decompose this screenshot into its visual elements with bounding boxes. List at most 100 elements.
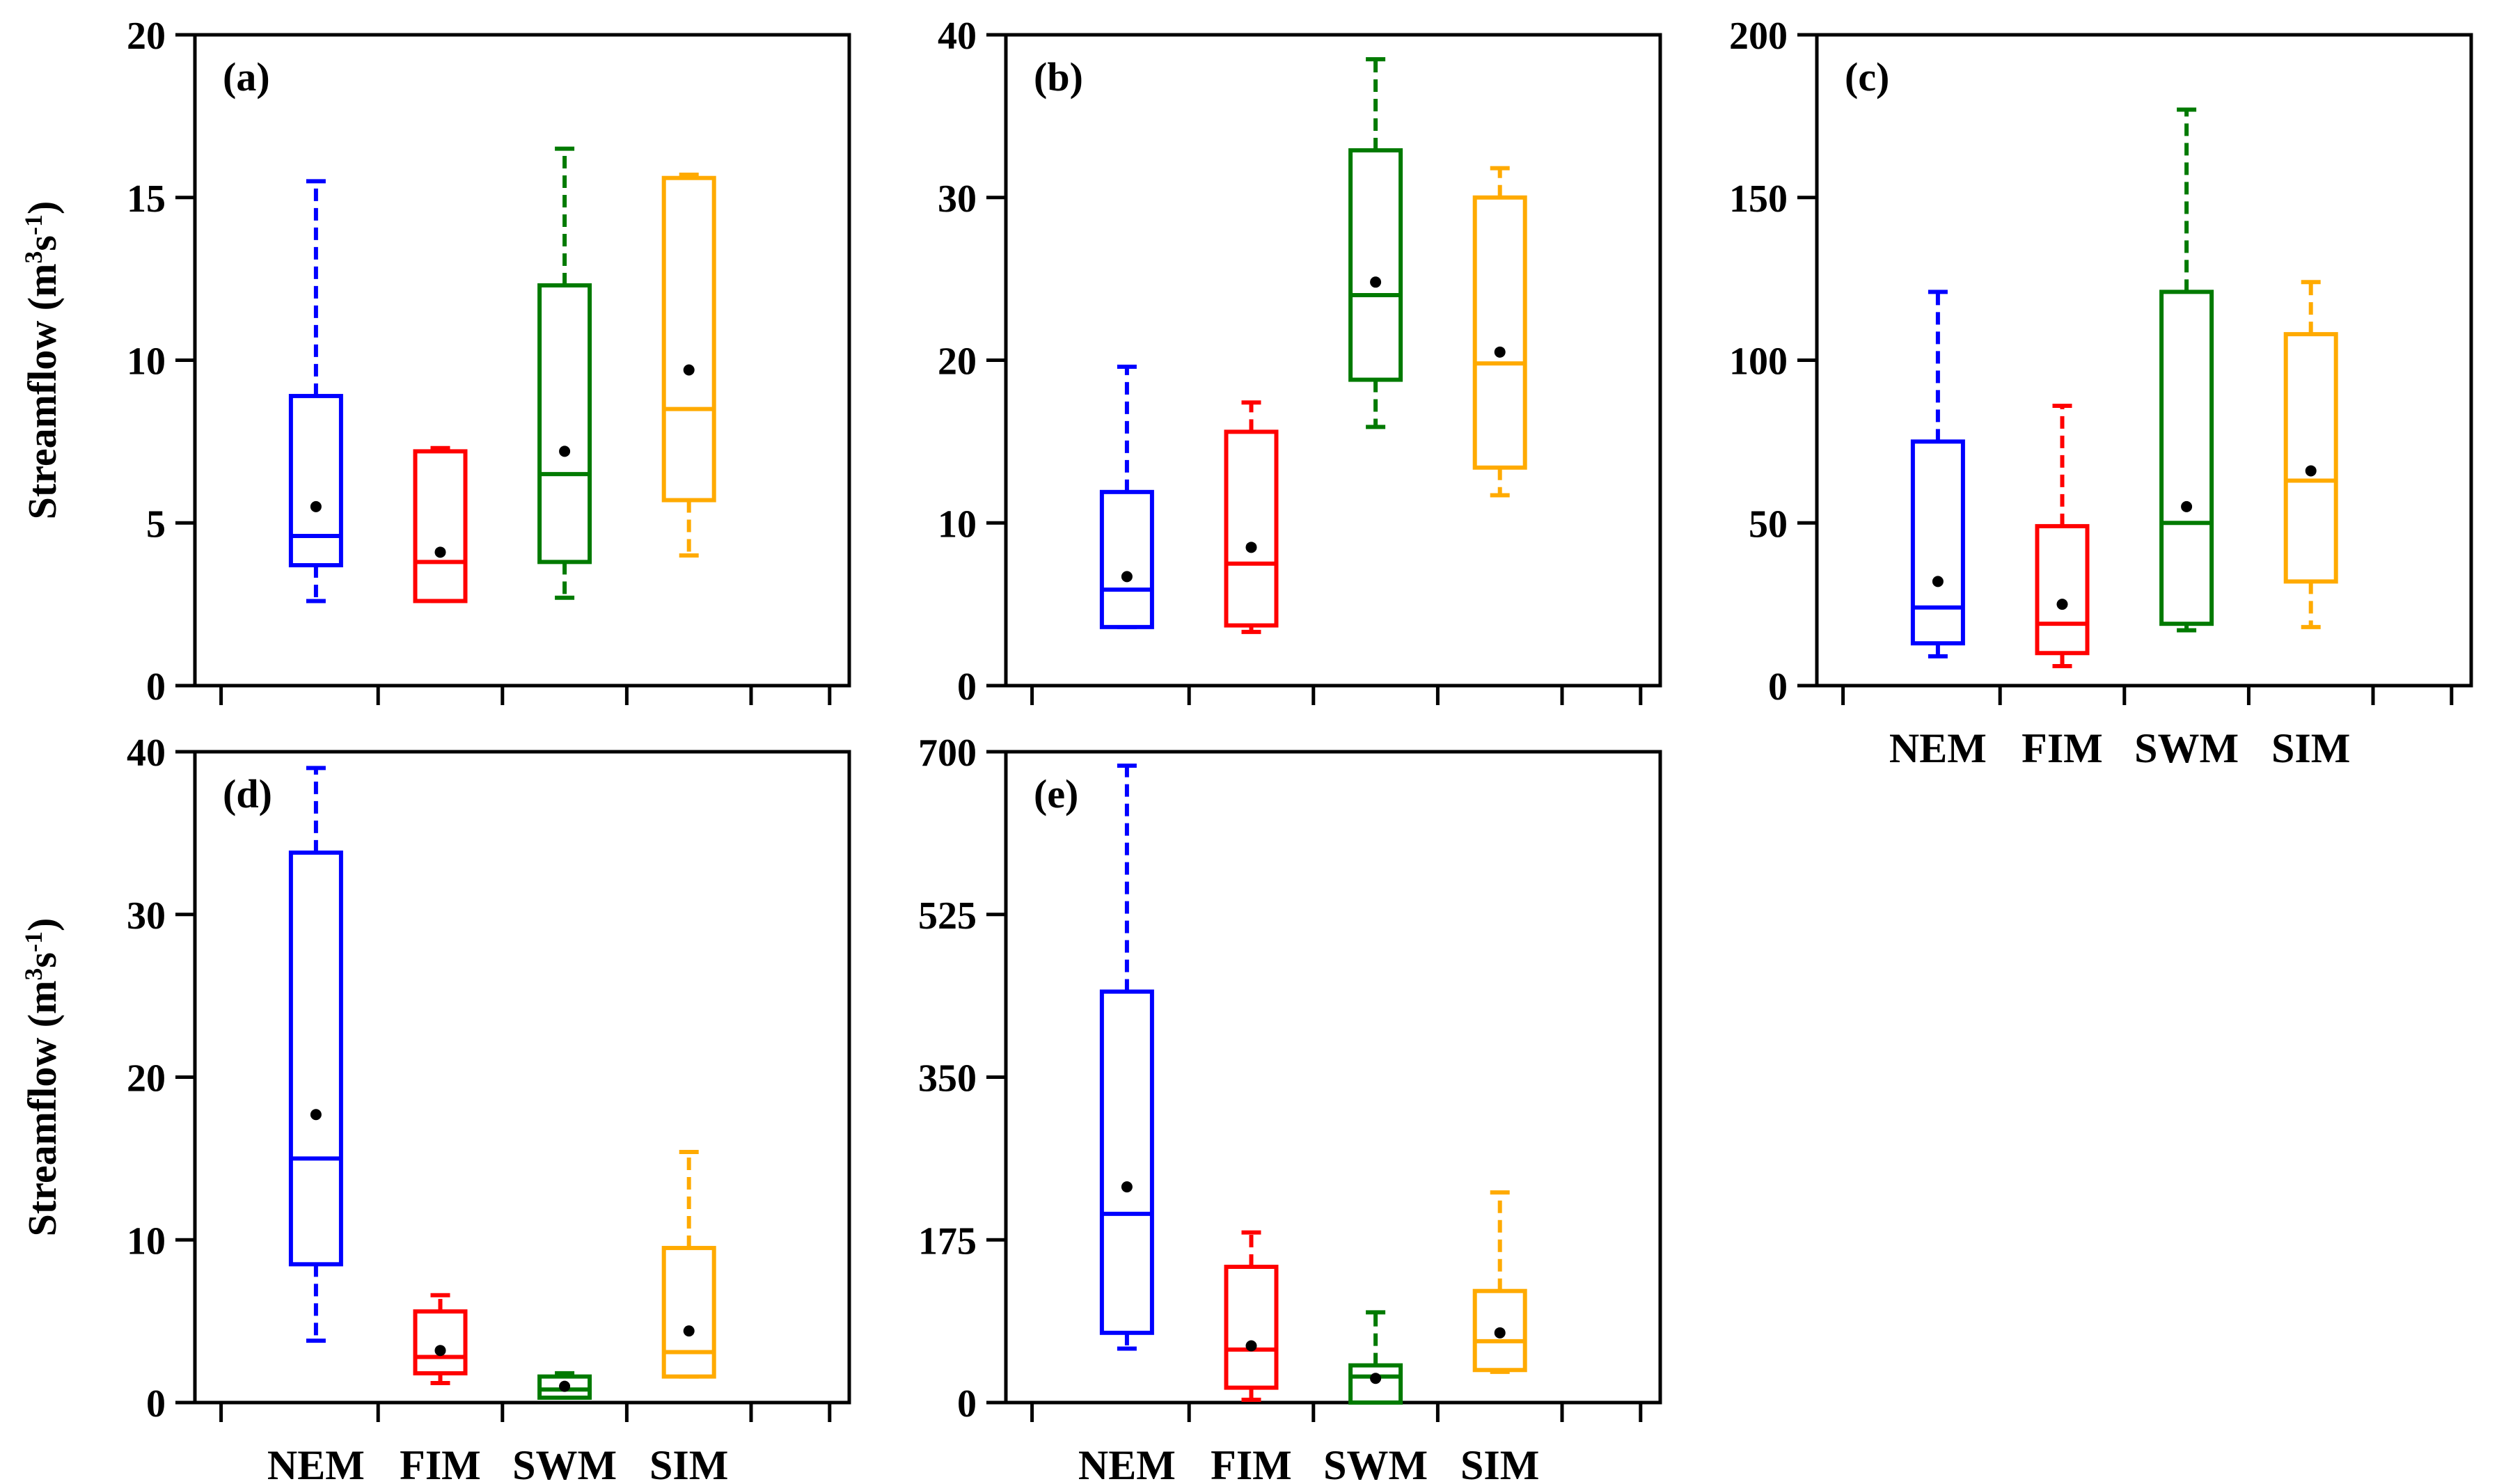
box-fim bbox=[413, 1293, 468, 1385]
panel-label: (e) bbox=[1034, 771, 1078, 816]
box-iqr bbox=[661, 1245, 716, 1379]
y-tick-label: 350 bbox=[918, 1057, 977, 1100]
box-mean-marker bbox=[434, 546, 446, 558]
box-iqr bbox=[1472, 195, 1527, 470]
category-label: FIM bbox=[2022, 725, 2103, 771]
y-tick-label: 10 bbox=[127, 340, 166, 384]
y-axis-label-part: Streamflow (m bbox=[19, 264, 65, 520]
y-tick-label: 0 bbox=[146, 1382, 166, 1426]
y-tick-label: 30 bbox=[938, 177, 977, 221]
y-axis-label: Streamflow (m3s-1) bbox=[19, 918, 65, 1237]
category-label: SWM bbox=[1323, 1442, 1428, 1484]
y-axis-label-superscript: 3 bbox=[19, 251, 47, 264]
box-nem bbox=[288, 766, 343, 1343]
box-mean-marker bbox=[1932, 576, 1944, 587]
box-mean-marker bbox=[1245, 542, 1257, 553]
box-mean-marker bbox=[683, 364, 695, 376]
y-tick-label: 0 bbox=[146, 665, 166, 709]
y-tick-label: 0 bbox=[957, 1382, 977, 1426]
box-iqr bbox=[1099, 989, 1154, 1335]
box-mean-marker bbox=[1494, 346, 1506, 358]
box-iqr bbox=[1224, 1264, 1279, 1390]
y-axis-label: Streamflow (m3s-1) bbox=[19, 201, 65, 520]
box-iqr bbox=[661, 175, 716, 503]
box-mean-marker bbox=[2181, 500, 2193, 512]
y-tick-label: 20 bbox=[127, 15, 166, 58]
panel-label: (a) bbox=[223, 54, 270, 100]
y-tick-label: 50 bbox=[1749, 503, 1788, 546]
box-mean-marker bbox=[1370, 1373, 1382, 1384]
y-tick-label: 100 bbox=[1729, 340, 1788, 384]
box-fim bbox=[1224, 400, 1279, 634]
category-label: SWM bbox=[512, 1442, 617, 1484]
category-label: SWM bbox=[2134, 725, 2239, 771]
box-sim bbox=[1472, 1190, 1527, 1374]
category-label: FIM bbox=[1211, 1442, 1292, 1484]
box-iqr bbox=[537, 283, 592, 565]
category-label: FIM bbox=[400, 1442, 481, 1484]
y-tick-label: 10 bbox=[127, 1219, 166, 1263]
y-axis-label-part: ) bbox=[19, 201, 65, 214]
box-mean-marker bbox=[310, 500, 322, 512]
panel-label: (b) bbox=[1034, 54, 1083, 100]
plot-frame bbox=[193, 33, 851, 688]
panel-c: 0 50 100 150 200 (c) NEM FIM SWM SIM bbox=[1729, 15, 2473, 771]
box-sim bbox=[2283, 280, 2338, 629]
box-iqr bbox=[1348, 1363, 1403, 1405]
box-mean-marker bbox=[1370, 276, 1382, 288]
box-iqr bbox=[2159, 290, 2214, 626]
box-swm bbox=[1348, 57, 1403, 429]
box-nem bbox=[1910, 290, 1965, 658]
y-tick-label: 0 bbox=[1768, 665, 1788, 709]
category-label: NEM bbox=[1078, 1442, 1176, 1484]
box-iqr bbox=[413, 1309, 468, 1375]
y-axis-label-superscript: 3 bbox=[19, 968, 47, 981]
box-mean-marker bbox=[2305, 465, 2317, 477]
y-axis-label-superscript: -1 bbox=[19, 214, 47, 235]
y-tick-label: 150 bbox=[1729, 177, 1788, 221]
box-mean-marker bbox=[1121, 1181, 1133, 1193]
panel-b: 0 10 20 30 40 (b) bbox=[938, 15, 1662, 709]
box-fim bbox=[1224, 1230, 1279, 1402]
box-swm bbox=[537, 146, 592, 600]
box-mean-marker bbox=[683, 1325, 695, 1337]
box-swm bbox=[1348, 1310, 1403, 1405]
box-fim bbox=[2035, 403, 2090, 668]
y-axis-label-part: ) bbox=[19, 918, 65, 931]
y-tick-label: 0 bbox=[957, 665, 977, 709]
box-nem bbox=[1099, 364, 1154, 629]
box-mean-marker bbox=[2056, 599, 2068, 610]
y-tick-label: 30 bbox=[127, 894, 166, 938]
y-tick-label: 40 bbox=[127, 732, 166, 775]
box-iqr bbox=[413, 449, 468, 603]
box-iqr bbox=[288, 850, 343, 1267]
box-swm bbox=[2159, 107, 2214, 633]
y-tick-label: 10 bbox=[938, 503, 977, 546]
y-tick-label: 15 bbox=[127, 177, 166, 221]
y-axis-label-part: Streamflow (m bbox=[19, 981, 65, 1237]
box-nem bbox=[1099, 764, 1154, 1351]
box-iqr bbox=[2283, 332, 2338, 584]
category-label: SIM bbox=[649, 1442, 728, 1484]
box-swm bbox=[537, 1371, 592, 1400]
y-tick-label: 525 bbox=[918, 894, 977, 938]
y-axis-label-part: s bbox=[19, 952, 65, 968]
box-mean-marker bbox=[1121, 571, 1133, 583]
y-tick-label: 200 bbox=[1729, 15, 1788, 58]
box-mean-marker bbox=[310, 1109, 322, 1121]
y-axis-label-superscript: -1 bbox=[19, 931, 47, 952]
box-iqr bbox=[1099, 489, 1154, 629]
box-iqr bbox=[1910, 439, 1965, 646]
y-tick-label: 20 bbox=[938, 340, 977, 384]
box-fim bbox=[413, 445, 468, 603]
panel-d: 0 10 20 30 40 (d) NEM FIM SWM SIM bbox=[127, 732, 851, 1484]
panel-label: (c) bbox=[1845, 54, 1889, 100]
category-label: NEM bbox=[267, 1442, 365, 1484]
y-tick-label: 700 bbox=[918, 732, 977, 775]
y-tick-label: 40 bbox=[938, 15, 977, 58]
box-mean-marker bbox=[1245, 1340, 1257, 1352]
panel-label: (d) bbox=[223, 771, 272, 816]
box-iqr bbox=[2035, 523, 2090, 656]
box-mean-marker bbox=[434, 1345, 446, 1357]
